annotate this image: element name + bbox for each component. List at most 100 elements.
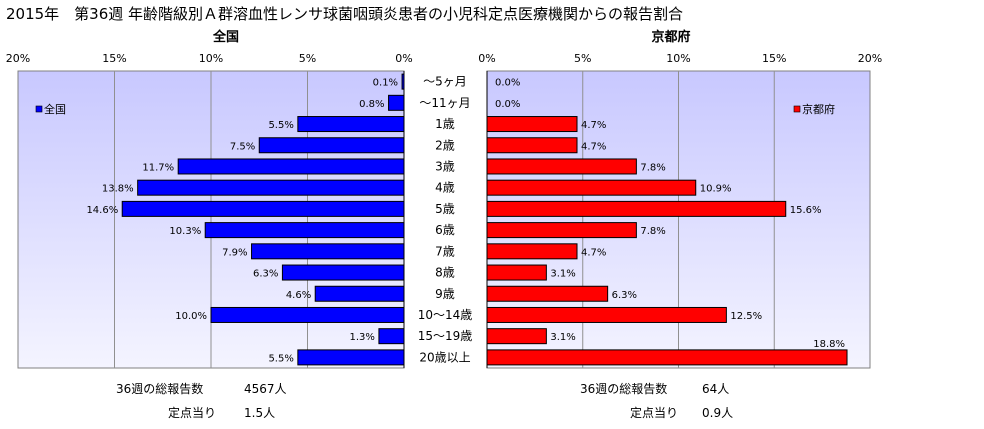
kyoto-bar — [486, 200, 787, 217]
national-total-value: 4567人 — [244, 382, 287, 396]
kyoto-bar-value-label: 6.3% — [612, 290, 637, 301]
kyoto-bar-value-label: 4.7% — [581, 120, 606, 131]
national-bar — [297, 349, 405, 366]
kyoto-bar-value-label: 10.9% — [700, 184, 732, 195]
national-bar-value-label: 14.6% — [86, 205, 118, 216]
left-legend: 全国 — [35, 102, 66, 116]
right-x-axis: 0% 5% 10% 15% 20% — [478, 52, 882, 65]
category-label: 3歳 — [435, 159, 455, 173]
kyoto-bar — [486, 328, 547, 345]
national-bar — [204, 222, 405, 239]
left-x-tick-label: 0% — [395, 52, 412, 65]
national-bar-value-label: 7.5% — [230, 141, 255, 152]
kyoto-total-value: 64人 — [702, 382, 729, 396]
kyoto-bar — [486, 349, 848, 366]
national-bar — [314, 285, 405, 302]
right-legend-label: 京都府 — [802, 102, 835, 116]
national-bar-value-label: 5.5% — [268, 353, 293, 364]
kyoto-per-site-label: 定点当り — [630, 405, 678, 420]
national-bar-value-label: 10.3% — [169, 226, 201, 237]
national-bar-value-label: 10.0% — [175, 311, 207, 322]
kyoto-bar — [486, 285, 609, 302]
left-x-axis: 20% 15% 10% 5% 0% — [6, 52, 413, 65]
national-bar-value-label: 0.8% — [359, 99, 384, 110]
left-x-tick-label: 20% — [6, 52, 30, 65]
category-label: ～11ヶ月 — [419, 96, 470, 110]
category-label: 8歳 — [435, 266, 455, 280]
national-bar — [388, 94, 405, 111]
national-bar — [281, 264, 405, 281]
category-label: 7歳 — [435, 244, 455, 258]
category-label: 15～19歳 — [418, 329, 473, 343]
national-bar-value-label: 4.6% — [286, 290, 311, 301]
category-label: 10～14歳 — [418, 308, 473, 322]
kyoto-bar — [486, 179, 697, 196]
right-panel-title: 京都府 — [651, 29, 690, 45]
kyoto-bar-value-label: 0.0% — [495, 78, 520, 89]
right-bar-series: 0.0% 0.0% 4.7% 4.7% 7.8% 10.9% 15.6% 7.8% 4.7% 3.… — [486, 78, 848, 366]
left-x-tick-label: 5% — [299, 52, 316, 65]
kyoto-bar-value-label: 18.8% — [813, 339, 845, 350]
category-label: 5歳 — [435, 202, 455, 216]
left-legend-swatch — [35, 105, 43, 113]
national-per-site-value: 1.5人 — [244, 406, 275, 420]
left-bar-series: 0.1% 0.8% 5.5% 7.5% 11.7% 13.8% 14.6% 10.3% 7.9%… — [86, 73, 405, 366]
kyoto-bar-value-label: 4.7% — [581, 247, 606, 258]
category-label: 20歳以上 — [419, 350, 470, 364]
right-legend-swatch — [793, 105, 801, 113]
kyoto-total-label: 36週の総報告数 — [580, 381, 667, 396]
national-bar — [258, 137, 405, 154]
national-bar-value-label: 7.9% — [222, 247, 247, 258]
kyoto-bar — [486, 306, 727, 323]
national-bar-value-label: 5.5% — [268, 120, 293, 131]
kyoto-bar — [486, 137, 578, 154]
category-labels: ～5ヶ月 ～11ヶ月 1歳 2歳 3歳 4歳 5歳 6歳 7歳 8歳 9歳 10～14歳 15～19歳 2… — [418, 75, 473, 365]
kyoto-bar — [486, 116, 578, 133]
left-panel-title: 全国 — [212, 29, 239, 45]
national-bar-value-label: 1.3% — [350, 332, 375, 343]
category-label: 1歳 — [435, 117, 455, 131]
national-total-label: 36週の総報告数 — [116, 381, 203, 396]
left-x-tick-label: 10% — [199, 52, 223, 65]
right-legend: 京都府 — [793, 102, 835, 116]
kyoto-bar — [486, 158, 637, 175]
national-bar-value-label: 11.7% — [142, 162, 174, 173]
right-x-tick-label: 20% — [858, 52, 882, 65]
national-bar — [137, 179, 405, 196]
category-label: 4歳 — [435, 181, 455, 195]
national-bar — [297, 116, 405, 133]
kyoto-bar-value-label: 0.0% — [495, 99, 520, 110]
national-bar — [177, 158, 405, 175]
national-bar-value-label: 13.8% — [102, 184, 134, 195]
national-bar — [401, 73, 405, 90]
kyoto-bar-value-label: 7.8% — [640, 162, 665, 173]
national-bar — [210, 306, 405, 323]
national-bar-value-label: 0.1% — [373, 78, 398, 89]
national-bar-value-label: 6.3% — [253, 269, 278, 280]
category-label: ～5ヶ月 — [423, 75, 467, 89]
kyoto-bar-value-label: 3.1% — [550, 332, 575, 343]
kyoto-bar-value-label: 7.8% — [640, 226, 665, 237]
category-label: 2歳 — [435, 138, 455, 152]
national-bar — [121, 200, 405, 217]
category-label: 6歳 — [435, 223, 455, 237]
kyoto-footer: 36週の総報告数 64人 定点当り 0.9人 — [580, 381, 733, 420]
national-bar — [378, 328, 405, 345]
kyoto-bar-value-label: 4.7% — [581, 141, 606, 152]
left-x-tick-label: 15% — [102, 52, 126, 65]
national-per-site-label: 定点当り — [168, 405, 216, 420]
right-x-tick-label: 5% — [574, 52, 591, 65]
chart-title: 2015年 第36週 年齢階級別Ａ群溶血性レンサ球菌咽頭炎患者の小児科定点医療機… — [6, 5, 683, 23]
left-legend-label: 全国 — [44, 102, 66, 116]
kyoto-bar — [486, 264, 547, 281]
right-x-tick-label: 15% — [762, 52, 786, 65]
category-label: 9歳 — [435, 287, 455, 301]
national-footer: 36週の総報告数 4567人 定点当り 1.5人 — [116, 381, 287, 420]
right-x-tick-label: 0% — [478, 52, 495, 65]
right-x-tick-label: 10% — [666, 52, 690, 65]
kyoto-per-site-value: 0.9人 — [702, 406, 733, 420]
kyoto-bar-value-label: 12.5% — [730, 311, 762, 322]
kyoto-bar-value-label: 15.6% — [790, 205, 822, 216]
kyoto-bar — [486, 243, 578, 260]
